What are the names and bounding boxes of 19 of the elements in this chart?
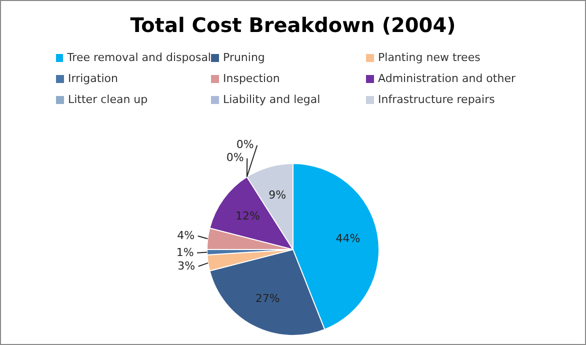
legend-label: Irrigation [68,72,118,85]
text: 0% [236,138,254,152]
legend-label: Liability and legal [223,93,320,106]
legend-label: Tree removal and disposal [67,51,211,64]
data-label: 3% [178,259,196,272]
legend-label: Infrastructure repairs [378,93,495,106]
data-label: 1% [176,246,194,259]
data-label: 44% [336,232,360,245]
data-label: 9% [268,188,286,202]
legend-label: Planting new trees [378,51,480,64]
legend-label: Inspection [223,72,280,85]
data-label: 27% [255,292,280,306]
data-label: 12% [236,210,260,222]
text: 0% [226,151,244,164]
legend-label: Pruning [223,51,265,64]
chart-title: Total Cost Breakdown (2004) [129,12,457,39]
data-label: 4% [177,228,195,242]
legend-label: Litter clean up [68,93,148,106]
legend-label: Administration and other [378,72,516,85]
